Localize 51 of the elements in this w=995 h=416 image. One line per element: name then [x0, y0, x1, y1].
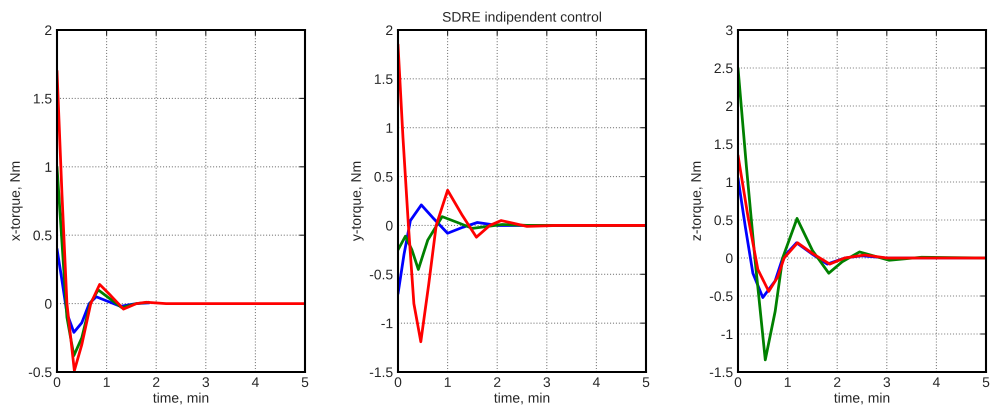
y-tick-label: -1.5 [710, 367, 733, 378]
y-tick-label: 2 [386, 25, 392, 36]
x-tick-label: 1 [444, 377, 451, 387]
y-tick-label: 2 [45, 25, 52, 36]
x-tick-label: 2 [834, 377, 840, 387]
y-tick-label: 1.5 [714, 139, 733, 150]
y-axis-title: y-torque, Nm [351, 162, 364, 242]
y-tick-label: -1 [381, 318, 392, 328]
y-tick-label: 1.5 [374, 74, 393, 84]
y-axis-title: z-torque, Nm [691, 162, 704, 241]
x-tick-label: 4 [592, 377, 600, 387]
x-axis-title: time, min [153, 392, 208, 404]
x-tick-label: 1 [784, 377, 791, 387]
x-tick-label: 0 [54, 377, 60, 388]
y-tick-label: 0.5 [374, 172, 393, 182]
x-tick-label: 5 [642, 377, 650, 388]
x-axis-title: time, min [494, 392, 550, 404]
x-tick-label: 4 [252, 377, 259, 387]
x-tick-label: 0 [734, 377, 742, 388]
y-tick-label: 2 [726, 101, 732, 112]
y-tick-label: -1.5 [370, 367, 393, 378]
y-tick-label: 0.5 [33, 230, 52, 240]
x-tick-label: 3 [883, 377, 890, 388]
x-tick-label: 3 [543, 377, 550, 388]
line-series [398, 43, 646, 344]
y-tick-label: 3 [726, 25, 733, 36]
y-tick-label: 0 [726, 253, 733, 264]
y-tick-label: 1.5 [34, 94, 52, 104]
x-tick-label: 5 [982, 377, 990, 388]
chart-title: SDRE indipendent control [442, 12, 601, 25]
y-axis-title: x-torque, Nm [10, 162, 23, 241]
y-tick-label: -0.5 [370, 270, 393, 280]
x-tick-label: 2 [494, 377, 500, 387]
y-tick-label: 0.5 [714, 215, 733, 226]
x-axis-title: time, min [834, 392, 890, 404]
x-tick-label: 3 [202, 377, 210, 388]
line-series [738, 154, 986, 293]
y-tick-label: -1 [721, 329, 732, 340]
y-tick-label: 1 [45, 162, 52, 172]
y-tick-label: 1 [726, 177, 732, 188]
x-tick-label: 5 [302, 377, 308, 388]
y-tick-label: 0 [386, 220, 393, 231]
x-tick-label: 2 [153, 377, 160, 387]
x-tick-label: 4 [932, 377, 940, 387]
y-tick-label: 1 [386, 123, 392, 133]
y-tick-label: -0.5 [710, 291, 733, 302]
y-tick-label: -0.5 [28, 367, 52, 378]
y-tick-label: 2.5 [714, 63, 733, 74]
x-tick-label: 0 [394, 377, 402, 388]
x-tick-label: 1 [104, 377, 110, 387]
y-tick-label: 0 [44, 298, 52, 309]
